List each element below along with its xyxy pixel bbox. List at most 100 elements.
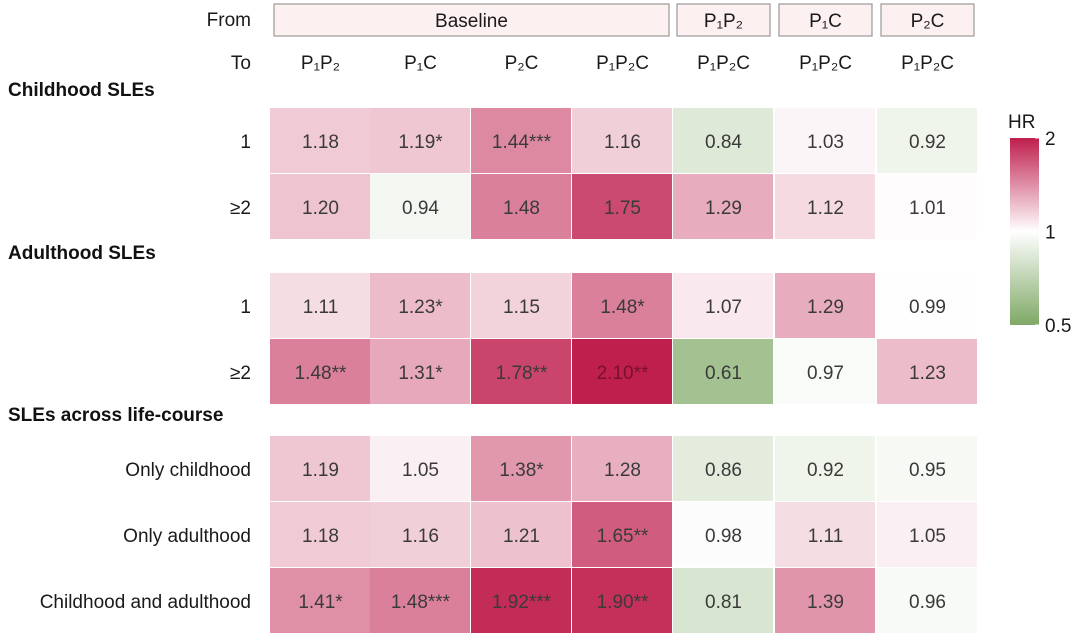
heatmap-cell [673, 568, 773, 633]
cell-value-label: 1.16 [402, 526, 439, 547]
cell-value-label: 1.29 [807, 297, 844, 318]
heatmap-cell [572, 502, 672, 567]
from-group-box-1 [676, 3, 771, 37]
heatmap-cell [572, 436, 672, 501]
heatmap-cell [775, 108, 875, 173]
heatmap-cell [572, 568, 672, 633]
section-title-2: SLEs across life-course [8, 405, 223, 426]
heatmap-cell [673, 502, 773, 567]
from-group-label-0: Baseline [435, 11, 508, 32]
legend-tick-label: 2 [1045, 129, 1056, 150]
row-label: Childhood and adulthood [40, 592, 251, 613]
heatmap-cell [471, 502, 571, 567]
cell-value-label: 1.90** [597, 592, 649, 613]
heatmap-cell [877, 174, 977, 239]
heatmap-cell [471, 339, 571, 404]
cell-value-label: 1.16 [604, 132, 641, 153]
cell-value-label: 0.61 [705, 363, 742, 384]
cell-value-label: 1.23* [398, 297, 443, 318]
cell-value-label: 1.20 [302, 198, 339, 219]
column-header-6: P₁P₂C [901, 53, 954, 74]
section-title-0: Childhood SLEs [8, 80, 155, 101]
from-group-box-3 [880, 3, 975, 37]
cell-value-label: 1.48* [600, 297, 645, 318]
cell-value-label: 1.21 [503, 526, 540, 547]
cell-value-label: 0.81 [705, 592, 742, 613]
row-label: Only childhood [125, 460, 251, 481]
cell-value-label: 1.41* [298, 592, 343, 613]
from-group-label-2: P₁C [809, 11, 842, 32]
heatmap-cell [775, 502, 875, 567]
column-header-0: P₁P₂ [301, 53, 340, 74]
heatmap-cell [471, 568, 571, 633]
cell-value-label: 1.65** [597, 526, 649, 547]
legend-title: HR [1008, 112, 1035, 133]
heatmap-cell [673, 436, 773, 501]
cell-value-label: 1.11 [303, 297, 339, 318]
cell-value-label: 1.07 [705, 297, 742, 318]
column-header-5: P₁P₂C [799, 53, 852, 74]
cell-value-label: 1.48** [295, 363, 347, 384]
heatmap-cell [270, 502, 370, 567]
heatmap-cell [370, 339, 470, 404]
heatmap-cell [673, 108, 773, 173]
from-group-label-1: P₁P₂ [704, 11, 743, 32]
cell-value-label: 1.11 [808, 526, 844, 547]
cell-value-label: 0.97 [807, 363, 844, 384]
heatmap-cell [471, 174, 571, 239]
heatmap-cell [270, 174, 370, 239]
cell-value-label: 1.01 [909, 198, 946, 219]
from-group-label-3: P₂C [911, 11, 945, 32]
heatmap-cell [572, 108, 672, 173]
cell-value-label: 1.12 [807, 198, 844, 219]
heatmap-cell [370, 568, 470, 633]
legend-color-bar [1010, 138, 1039, 325]
cell-value-label: 0.94 [402, 198, 439, 219]
heatmap-cell [673, 174, 773, 239]
heatmap-cell [270, 108, 370, 173]
cell-value-label: 0.92 [909, 132, 946, 153]
heatmap-cell [877, 436, 977, 501]
heatmap-cell [775, 339, 875, 404]
to-header-label: To [231, 53, 251, 74]
heatmap-cell [270, 568, 370, 633]
heatmap-cell [877, 502, 977, 567]
cell-value-label: 0.95 [909, 460, 946, 481]
heatmap-cell [572, 174, 672, 239]
heatmap-cell [572, 339, 672, 404]
column-header-4: P₁P₂C [697, 53, 750, 74]
cell-value-label: 1.18 [302, 132, 339, 153]
column-header-1: P₁C [404, 53, 437, 74]
row-label: 1 [240, 297, 251, 318]
cell-value-label: 1.38* [499, 460, 544, 481]
cell-value-label: 1.44*** [492, 132, 552, 153]
cell-value-label: 1.05 [402, 460, 439, 481]
cell-value-label: 0.96 [909, 592, 946, 613]
section-title-1: Adulthood SLEs [8, 243, 156, 264]
heatmap-cell [673, 339, 773, 404]
heatmap-cell [471, 273, 571, 338]
heatmap-cell [270, 436, 370, 501]
heatmap-cell [877, 273, 977, 338]
cell-value-label: 1.23 [909, 363, 946, 384]
heatmap-cell [775, 273, 875, 338]
heatmap-cell [471, 108, 571, 173]
from-header-label: From [207, 10, 251, 31]
from-group-box-0 [273, 3, 670, 37]
heatmap-cell [673, 273, 773, 338]
heatmap-cell [370, 502, 470, 567]
cell-value-label: 0.84 [705, 132, 742, 153]
heatmap-cell [775, 568, 875, 633]
legend-tick-label: 0.5 [1045, 316, 1071, 337]
column-header-2: P₂C [505, 53, 539, 74]
heatmap-cell [877, 568, 977, 633]
column-header-3: P₁P₂C [596, 53, 649, 74]
heatmap-cell [572, 273, 672, 338]
heatmap-cell [370, 174, 470, 239]
cell-value-label: 0.92 [807, 460, 844, 481]
cell-value-label: 1.05 [909, 526, 946, 547]
row-label: Only adulthood [123, 526, 251, 547]
cell-value-label: 1.48 [503, 198, 540, 219]
cell-value-label: 1.31* [398, 363, 443, 384]
